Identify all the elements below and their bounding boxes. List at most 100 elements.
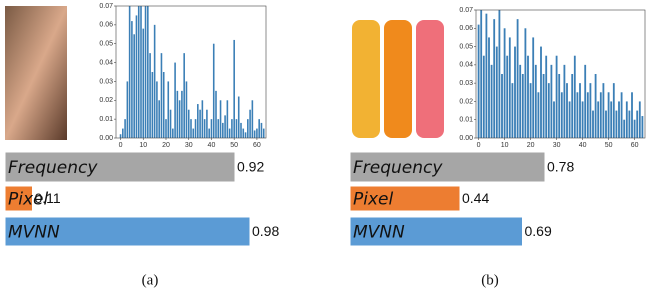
bar — [129, 6, 131, 138]
x-tick-label: 60 — [253, 142, 261, 149]
bar — [641, 116, 643, 138]
bar — [504, 28, 506, 138]
bar — [597, 101, 599, 138]
y-tick-label: 0.00 — [459, 135, 473, 142]
bar — [636, 111, 638, 138]
y-tick-label: 0.00 — [99, 135, 113, 142]
bar — [149, 53, 151, 138]
bar — [208, 129, 210, 138]
y-tick-label: 0.06 — [99, 22, 113, 29]
bar — [496, 47, 498, 138]
bar — [522, 74, 524, 138]
bar-label: Frequency — [353, 158, 443, 178]
bar — [249, 110, 251, 138]
bar — [227, 100, 229, 138]
bar — [608, 92, 610, 138]
x-tick-label: 60 — [631, 142, 639, 149]
bar — [174, 63, 176, 138]
x-tick-label: 20 — [527, 142, 535, 149]
bar — [238, 97, 240, 138]
bar — [124, 119, 126, 138]
x-tick-label: 30 — [553, 142, 561, 149]
bar — [600, 92, 602, 138]
bar — [519, 65, 521, 138]
bar — [618, 101, 620, 138]
bar — [229, 129, 231, 138]
bar-label: MVNN — [353, 223, 405, 243]
bar — [587, 92, 589, 138]
bar — [571, 74, 573, 138]
bar — [190, 119, 192, 138]
x-tick-label: 50 — [605, 142, 613, 149]
bar — [548, 83, 550, 138]
y-tick-label: 0.07 — [459, 7, 473, 14]
bar — [177, 91, 179, 138]
bar — [584, 65, 586, 138]
bar — [589, 83, 591, 138]
bar — [485, 14, 487, 138]
bar — [563, 65, 565, 138]
bar — [582, 101, 584, 138]
bar — [220, 100, 222, 138]
bar — [524, 28, 526, 138]
x-tick-label: 10 — [139, 142, 147, 149]
bar — [242, 129, 244, 138]
x-tick-label: 0 — [119, 142, 123, 149]
bar — [145, 6, 147, 138]
bar — [186, 81, 188, 138]
bar — [545, 56, 547, 138]
bar — [211, 119, 213, 138]
bar — [156, 81, 158, 138]
figure: (a) (b) 0.000.010.020.030.040.050.060.07… — [0, 0, 650, 297]
bar — [574, 56, 576, 138]
value-label: 0.92 — [237, 159, 264, 175]
bar — [483, 56, 485, 138]
bar — [261, 123, 263, 138]
bar — [158, 100, 160, 138]
value-label: 0.78 — [547, 159, 574, 175]
bar — [236, 119, 238, 138]
x-tick-label: 20 — [162, 142, 170, 149]
bar — [263, 129, 265, 138]
bar — [537, 92, 539, 138]
bar — [621, 92, 623, 138]
bar — [610, 101, 612, 138]
caption: (b) — [481, 272, 499, 288]
y-tick-label: 0.02 — [99, 97, 113, 104]
bar — [579, 83, 581, 138]
bar — [120, 134, 122, 138]
y-tick-label: 0.01 — [459, 117, 473, 124]
bar-label: Frequency — [8, 158, 98, 178]
bar — [540, 47, 542, 138]
bar — [122, 129, 124, 138]
bar — [202, 100, 204, 138]
bar — [147, 6, 149, 138]
bar — [602, 83, 604, 138]
bar — [623, 120, 625, 138]
bar — [491, 65, 493, 138]
bar — [553, 101, 555, 138]
bar — [222, 123, 224, 138]
x-tick-label: 10 — [501, 142, 509, 149]
bar — [628, 111, 630, 138]
bar — [605, 111, 607, 138]
bar — [188, 110, 190, 138]
bar-label: MVNN — [8, 223, 60, 243]
photo — [5, 6, 67, 140]
x-tick-label: 30 — [185, 142, 193, 149]
bar — [514, 47, 516, 138]
bar — [172, 129, 174, 138]
bar — [501, 74, 503, 138]
bar — [498, 10, 500, 138]
bar — [163, 72, 165, 138]
bar — [170, 110, 172, 138]
bar — [127, 81, 129, 138]
bar — [252, 100, 254, 138]
bar-label: Pixel — [353, 190, 393, 210]
bar — [535, 65, 537, 138]
bar — [511, 83, 513, 138]
bar — [493, 19, 495, 138]
bar — [233, 40, 235, 138]
bar — [488, 37, 490, 138]
bar — [569, 101, 571, 138]
